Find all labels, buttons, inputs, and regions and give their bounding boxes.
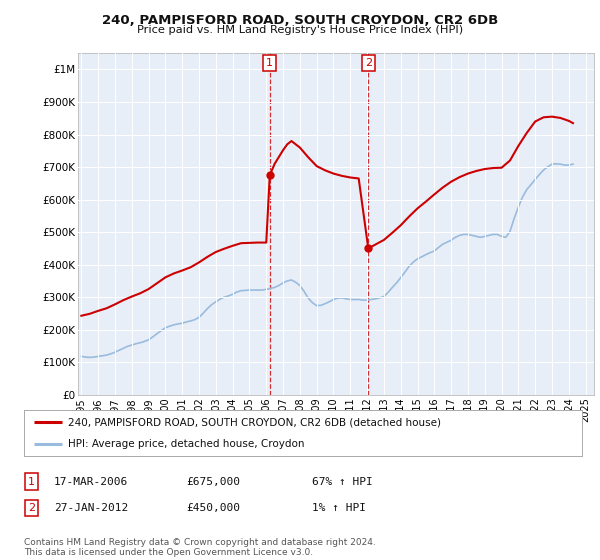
Text: 1: 1 bbox=[266, 58, 273, 68]
Text: 2: 2 bbox=[28, 503, 35, 513]
Text: £450,000: £450,000 bbox=[186, 503, 240, 513]
Text: 67% ↑ HPI: 67% ↑ HPI bbox=[312, 477, 373, 487]
Text: £675,000: £675,000 bbox=[186, 477, 240, 487]
Text: 17-MAR-2006: 17-MAR-2006 bbox=[54, 477, 128, 487]
Text: 1: 1 bbox=[28, 477, 35, 487]
Text: 240, PAMPISFORD ROAD, SOUTH CROYDON, CR2 6DB (detached house): 240, PAMPISFORD ROAD, SOUTH CROYDON, CR2… bbox=[68, 417, 440, 427]
Text: 2: 2 bbox=[365, 58, 372, 68]
Text: HPI: Average price, detached house, Croydon: HPI: Average price, detached house, Croy… bbox=[68, 440, 304, 450]
Text: 240, PAMPISFORD ROAD, SOUTH CROYDON, CR2 6DB: 240, PAMPISFORD ROAD, SOUTH CROYDON, CR2… bbox=[102, 14, 498, 27]
Text: Contains HM Land Registry data © Crown copyright and database right 2024.
This d: Contains HM Land Registry data © Crown c… bbox=[24, 538, 376, 557]
Text: Price paid vs. HM Land Registry's House Price Index (HPI): Price paid vs. HM Land Registry's House … bbox=[137, 25, 463, 35]
Text: 1% ↑ HPI: 1% ↑ HPI bbox=[312, 503, 366, 513]
Text: 27-JAN-2012: 27-JAN-2012 bbox=[54, 503, 128, 513]
